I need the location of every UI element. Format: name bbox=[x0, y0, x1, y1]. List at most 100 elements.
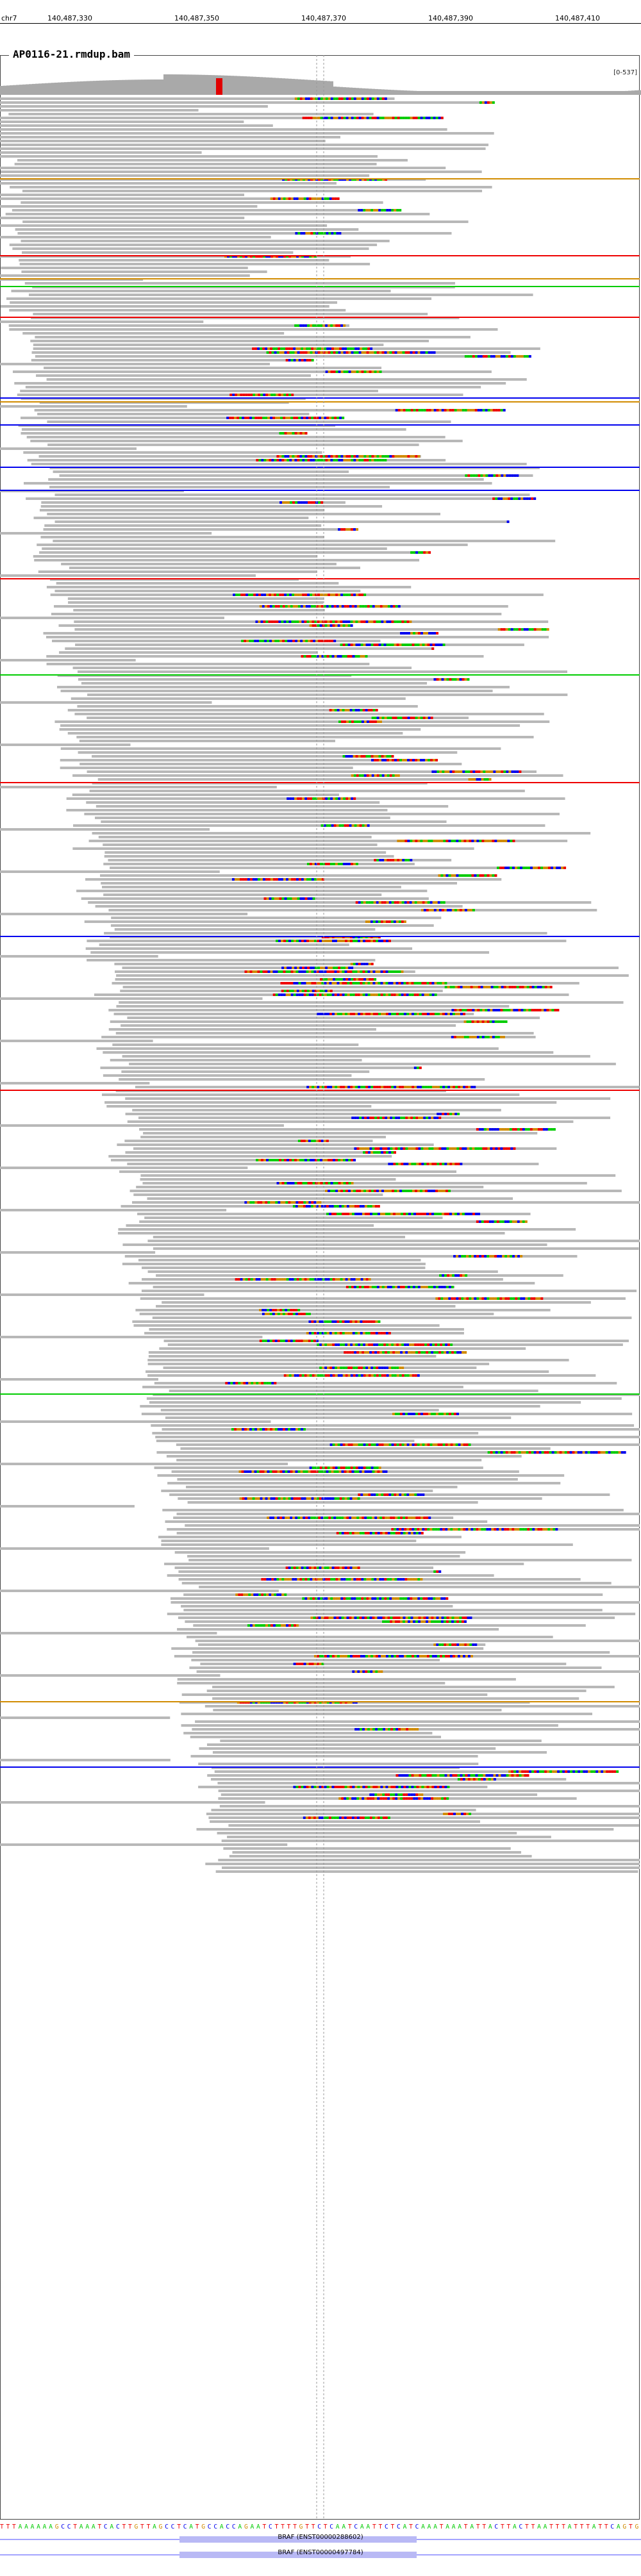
mismatch-base bbox=[285, 640, 288, 642]
mismatch-base bbox=[437, 770, 440, 773]
mismatch-base bbox=[302, 117, 305, 119]
mismatch-base bbox=[338, 117, 341, 119]
mismatch-base bbox=[292, 797, 295, 800]
mismatch-base bbox=[407, 717, 410, 719]
coverage-bar bbox=[365, 88, 369, 95]
mismatch-base bbox=[324, 1566, 327, 1569]
mismatch-base bbox=[366, 455, 369, 458]
mismatch-base bbox=[447, 1786, 450, 1788]
mismatch-base bbox=[287, 605, 290, 608]
mismatch-base bbox=[318, 1616, 321, 1619]
mismatch-base bbox=[381, 1367, 384, 1369]
mismatch-base bbox=[457, 1113, 460, 1115]
mismatch-base bbox=[341, 1797, 344, 1800]
mismatch-base bbox=[382, 1351, 385, 1354]
mismatch-base bbox=[332, 1443, 335, 1446]
mismatch-base bbox=[468, 1528, 471, 1531]
mismatch-base bbox=[276, 459, 279, 461]
mismatch-base bbox=[457, 1013, 460, 1015]
mismatch-base bbox=[376, 351, 379, 354]
coverage-bar bbox=[343, 87, 346, 95]
mismatch-base bbox=[304, 990, 307, 992]
mismatch-base bbox=[298, 993, 301, 996]
mismatch-base bbox=[359, 1147, 362, 1150]
mismatch-base bbox=[245, 1278, 248, 1281]
read bbox=[1, 267, 248, 269]
mismatch-base bbox=[381, 755, 384, 758]
mismatch-base bbox=[392, 717, 395, 719]
mismatch-base bbox=[369, 1816, 372, 1819]
mismatch-base bbox=[288, 1278, 292, 1281]
mismatch-base bbox=[350, 1467, 353, 1469]
mismatch-base bbox=[367, 1205, 370, 1208]
mismatch-base bbox=[326, 1332, 329, 1334]
alignment-track-frame[interactable] bbox=[0, 55, 640, 2520]
read bbox=[21, 432, 307, 435]
mismatch-base bbox=[479, 101, 482, 104]
read bbox=[47, 420, 451, 423]
mismatch-base bbox=[331, 347, 335, 350]
mismatch-base bbox=[391, 1086, 394, 1088]
mismatch-base bbox=[337, 940, 340, 942]
mismatch-base bbox=[415, 1413, 418, 1415]
mismatch-base bbox=[397, 1190, 400, 1192]
mismatch-base bbox=[258, 459, 262, 461]
coverage-bar bbox=[561, 91, 564, 95]
mismatch-base bbox=[310, 97, 313, 100]
mismatch-base bbox=[401, 993, 404, 996]
mismatch-base bbox=[290, 1566, 294, 1569]
mismatch-base bbox=[425, 1190, 428, 1192]
mismatch-base bbox=[412, 901, 415, 904]
mismatch-base bbox=[354, 1797, 357, 1800]
read bbox=[181, 1582, 612, 1584]
mismatch-base bbox=[466, 1297, 469, 1300]
mismatch-base bbox=[360, 940, 363, 942]
mismatch-base bbox=[307, 1578, 310, 1581]
mismatch-base bbox=[497, 1297, 500, 1300]
mismatch-base bbox=[337, 1332, 340, 1334]
mismatch-base bbox=[367, 709, 370, 711]
colored-read-line bbox=[0, 278, 640, 279]
mismatch-base bbox=[454, 770, 458, 773]
mismatch-base bbox=[349, 1205, 352, 1208]
mismatch-base bbox=[392, 1797, 395, 1800]
mismatch-base bbox=[372, 1786, 376, 1788]
mismatch-base bbox=[351, 967, 354, 969]
mismatch-base bbox=[405, 1147, 408, 1150]
mismatch-base bbox=[296, 878, 299, 881]
mismatch-base bbox=[366, 1578, 369, 1581]
mismatch-base bbox=[437, 1163, 440, 1165]
mismatch-base bbox=[424, 1086, 428, 1088]
mismatch-base bbox=[446, 409, 449, 411]
mismatch-base bbox=[352, 347, 355, 350]
mismatch-base bbox=[399, 644, 402, 646]
read bbox=[67, 597, 324, 600]
mismatch-base bbox=[303, 1313, 306, 1315]
mismatch-base bbox=[408, 632, 411, 635]
mismatch-base bbox=[278, 620, 281, 623]
mismatch-base bbox=[375, 1320, 378, 1323]
mismatch-base bbox=[279, 640, 283, 642]
mismatch-base bbox=[413, 993, 417, 996]
mismatch-base bbox=[345, 370, 349, 373]
mismatch-base bbox=[296, 359, 299, 361]
mismatch-base bbox=[320, 797, 323, 800]
mismatch-base bbox=[320, 1616, 324, 1619]
mismatch-base bbox=[376, 1086, 379, 1088]
mismatch-base bbox=[351, 774, 354, 777]
mismatch-base bbox=[274, 640, 278, 642]
mismatch-base bbox=[510, 1009, 513, 1011]
mismatch-base bbox=[505, 355, 508, 358]
mismatch-base bbox=[347, 1332, 350, 1334]
mismatch-base bbox=[414, 644, 417, 646]
mismatch-base bbox=[356, 117, 359, 119]
mismatch-base bbox=[372, 1517, 375, 1519]
read bbox=[0, 224, 328, 227]
mismatch-base bbox=[454, 1643, 457, 1646]
mismatch-base bbox=[321, 993, 324, 996]
mismatch-base bbox=[296, 1624, 299, 1627]
mismatch-base bbox=[426, 1013, 429, 1015]
mismatch-base bbox=[522, 1528, 525, 1531]
mismatch-base bbox=[458, 1528, 461, 1531]
